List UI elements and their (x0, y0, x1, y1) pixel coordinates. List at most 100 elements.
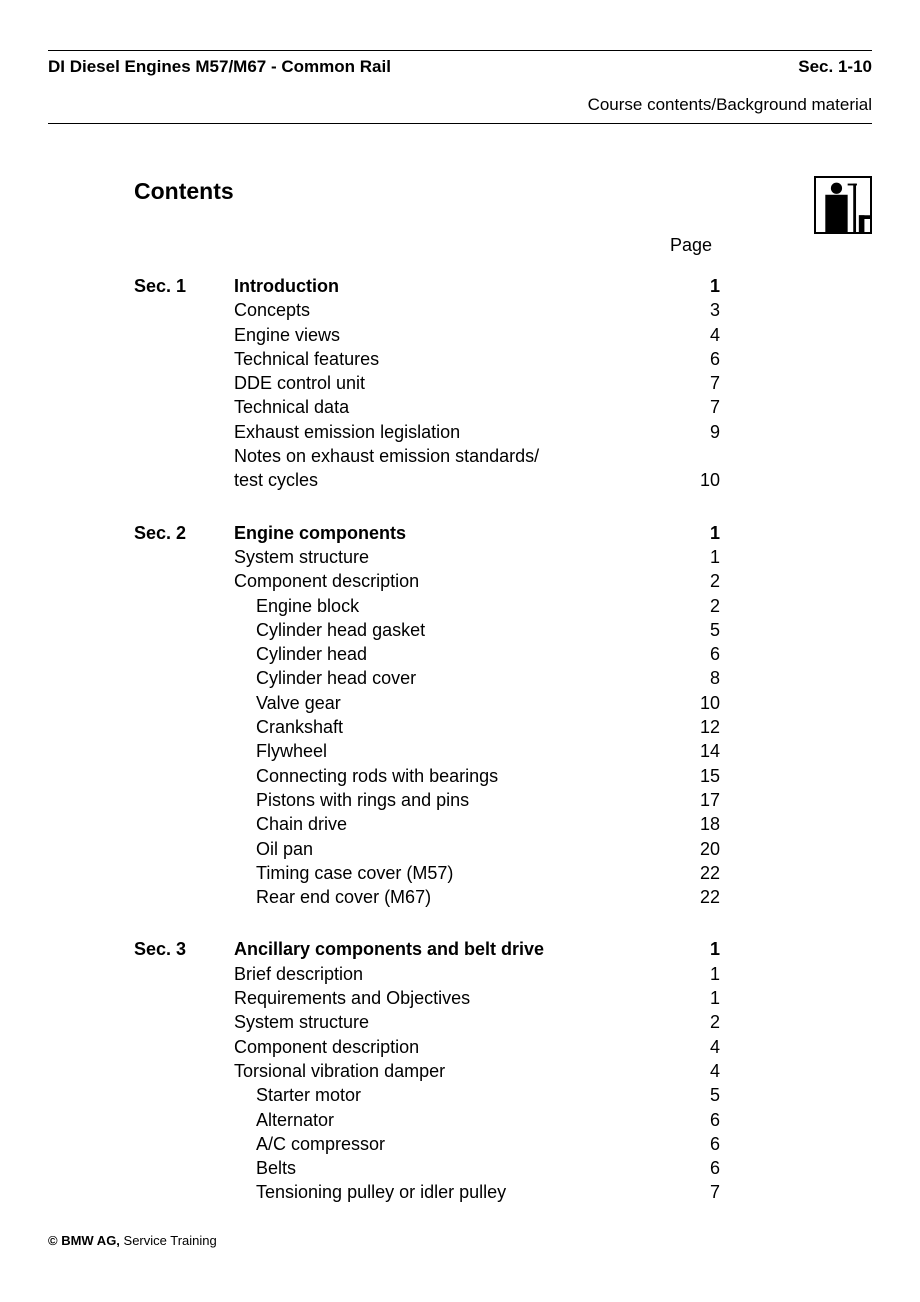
toc-item-row: Technical data7 (134, 395, 824, 419)
header-rule-top (48, 50, 872, 51)
toc-item-page: 17 (664, 788, 720, 812)
toc-item-row: Technical features6 (134, 347, 824, 371)
toc-item-row: Connecting rods with bearings15 (134, 764, 824, 788)
toc-item-page: 5 (664, 1083, 720, 1107)
toc-item-title: Connecting rods with bearings (234, 764, 664, 788)
toc-item-spacer (134, 395, 234, 419)
toc-item-row: A/C compressor6 (134, 1132, 824, 1156)
toc-item-spacer (134, 545, 234, 569)
table-of-contents: Sec. 1Introduction1Concepts3Engine views… (134, 274, 824, 1205)
toc-item-row: DDE control unit7 (134, 371, 824, 395)
toc-item-row: Chain drive18 (134, 812, 824, 836)
toc-item-page: 7 (664, 395, 720, 419)
toc-item-spacer (134, 1083, 234, 1107)
document-page: DI Diesel Engines M57/M67 - Common Rail … (0, 0, 920, 1302)
toc-item-title: Engine views (234, 323, 664, 347)
toc-item-title: Exhaust emission legislation (234, 420, 664, 444)
toc-item-title: A/C compressor (234, 1132, 664, 1156)
toc-item-page: 3 (664, 298, 720, 322)
toc-item-row: Engine views4 (134, 323, 824, 347)
toc-section-heading-row: Sec. 1Introduction1 (134, 274, 824, 298)
toc-item-page (664, 444, 720, 468)
toc-section: Sec. 2Engine components1System structure… (134, 521, 824, 910)
toc-item-spacer (134, 764, 234, 788)
toc-item-row: Cylinder head cover8 (134, 666, 824, 690)
toc-item-page: 4 (664, 1035, 720, 1059)
toc-section-page: 1 (664, 521, 720, 545)
toc-section-title: Engine components (234, 521, 664, 545)
toc-item-page: 10 (664, 691, 720, 715)
toc-item-row: Valve gear10 (134, 691, 824, 715)
toc-item-row: Cylinder head gasket5 (134, 618, 824, 642)
toc-item-title: System structure (234, 1010, 664, 1034)
toc-item-spacer (134, 666, 234, 690)
toc-item-page: 1 (664, 986, 720, 1010)
toc-item-page: 12 (664, 715, 720, 739)
toc-item-title: Timing case cover (M57) (234, 861, 664, 885)
toc-item-spacer (134, 468, 234, 492)
toc-item-row: Alternator6 (134, 1108, 824, 1132)
toc-item-title: Chain drive (234, 812, 664, 836)
toc-item-page: 22 (664, 861, 720, 885)
content-area: Contents Page Sec. 1Introduction1Concept… (134, 178, 824, 1205)
toc-item-title: System structure (234, 545, 664, 569)
toc-item-page: 6 (664, 347, 720, 371)
toc-item-spacer (134, 1132, 234, 1156)
footer: © BMW AG, Service Training (48, 1233, 217, 1248)
toc-item-spacer (134, 715, 234, 739)
toc-item-spacer (134, 837, 234, 861)
toc-section-page: 1 (664, 937, 720, 961)
toc-item-row: Pistons with rings and pins17 (134, 788, 824, 812)
toc-item-spacer (134, 986, 234, 1010)
presenter-icon-svg (816, 178, 870, 232)
toc-item-row: Rear end cover (M67)22 (134, 885, 824, 909)
toc-item-title: Component description (234, 569, 664, 593)
toc-item-title: Cylinder head gasket (234, 618, 664, 642)
toc-section: Sec. 1Introduction1Concepts3Engine views… (134, 274, 824, 493)
toc-item-spacer (134, 1035, 234, 1059)
toc-item-page: 14 (664, 739, 720, 763)
toc-item-spacer (134, 444, 234, 468)
toc-section-label: Sec. 3 (134, 937, 234, 961)
toc-item-page: 5 (664, 618, 720, 642)
toc-item-page: 18 (664, 812, 720, 836)
toc-item-row: Notes on exhaust emission standards/ (134, 444, 824, 468)
toc-item-spacer (134, 323, 234, 347)
toc-item-page: 6 (664, 1108, 720, 1132)
toc-section-title: Ancillary components and belt drive (234, 937, 664, 961)
toc-item-title: Crankshaft (234, 715, 664, 739)
toc-item-spacer (134, 420, 234, 444)
toc-item-title: Cylinder head (234, 642, 664, 666)
toc-item-spacer (134, 618, 234, 642)
toc-item-page: 2 (664, 594, 720, 618)
toc-item-title: Starter motor (234, 1083, 664, 1107)
page-column-label: Page (670, 235, 712, 256)
toc-item-spacer (134, 885, 234, 909)
toc-item-row: Concepts3 (134, 298, 824, 322)
toc-item-spacer (134, 1156, 234, 1180)
toc-item-page: 20 (664, 837, 720, 861)
toc-item-row: Oil pan20 (134, 837, 824, 861)
toc-item-title: Tensioning pulley or idler pulley (234, 1180, 664, 1204)
toc-item-page: 2 (664, 569, 720, 593)
toc-item-title: Rear end cover (M67) (234, 885, 664, 909)
toc-item-page: 6 (664, 642, 720, 666)
toc-item-page: 22 (664, 885, 720, 909)
toc-item-row: Brief description1 (134, 962, 824, 986)
toc-item-title: Technical features (234, 347, 664, 371)
toc-item-title: Requirements and Objectives (234, 986, 664, 1010)
toc-item-spacer (134, 594, 234, 618)
toc-item-title: DDE control unit (234, 371, 664, 395)
toc-section-page: 1 (664, 274, 720, 298)
toc-item-title: Technical data (234, 395, 664, 419)
toc-item-page: 15 (664, 764, 720, 788)
toc-item-title: Torsional vibration damper (234, 1059, 664, 1083)
toc-item-spacer (134, 739, 234, 763)
toc-item-page: 10 (664, 468, 720, 492)
toc-section-label: Sec. 2 (134, 521, 234, 545)
contents-heading: Contents (134, 178, 824, 205)
footer-text: Service Training (120, 1233, 217, 1248)
toc-item-row: Component description4 (134, 1035, 824, 1059)
toc-item-title: Valve gear (234, 691, 664, 715)
toc-item-row: Tensioning pulley or idler pulley7 (134, 1180, 824, 1204)
